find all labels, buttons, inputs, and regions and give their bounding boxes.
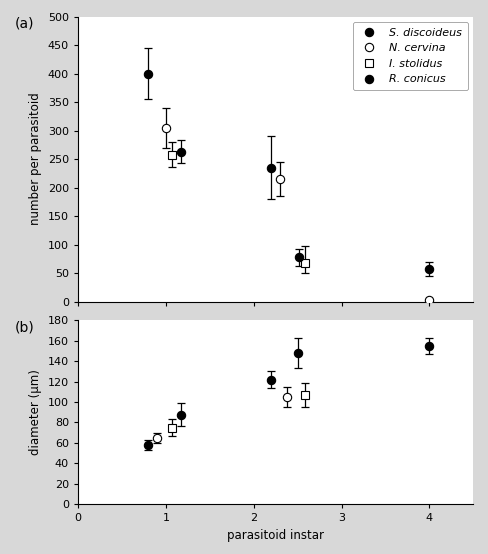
Legend: S. discoideus, N. cervina, I. stolidus, R. conicus: S. discoideus, N. cervina, I. stolidus, … (353, 22, 468, 90)
Text: (b): (b) (15, 320, 35, 334)
Text: (a): (a) (15, 17, 34, 30)
Y-axis label: number per parasitoid: number per parasitoid (29, 93, 42, 225)
Y-axis label: diameter (μm): diameter (μm) (29, 370, 42, 455)
X-axis label: parasitoid instar: parasitoid instar (227, 529, 324, 542)
